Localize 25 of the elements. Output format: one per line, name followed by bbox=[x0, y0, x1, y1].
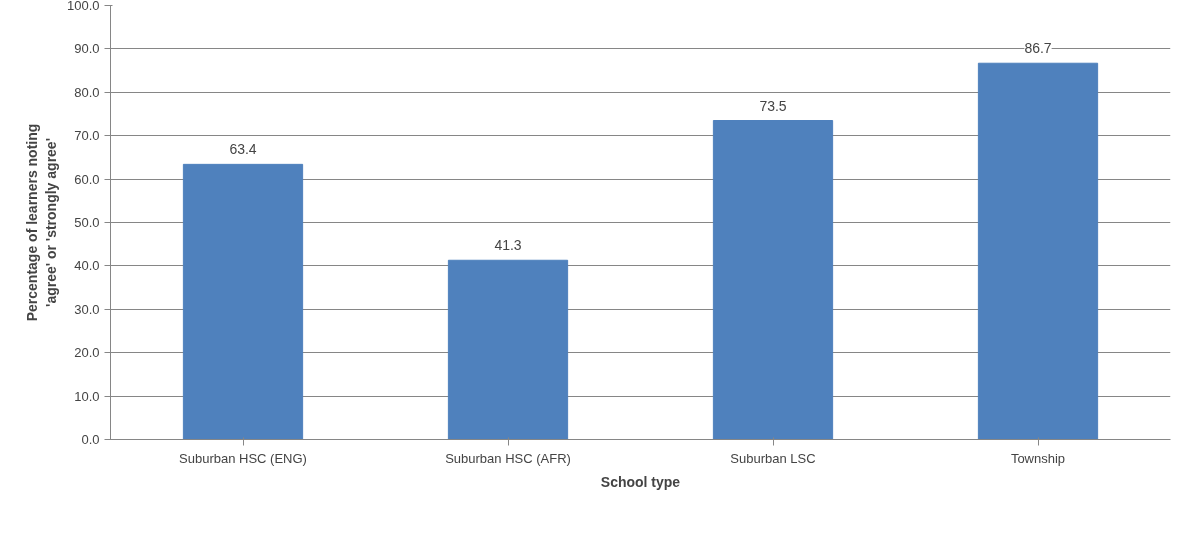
bar bbox=[182, 163, 304, 440]
y-tick-label: 60.0 bbox=[74, 171, 100, 187]
y-tick-label: 40.0 bbox=[74, 258, 100, 274]
data-label: 86.7 bbox=[1024, 40, 1052, 57]
x-tick-label: Suburban HSC (AFR) bbox=[445, 450, 571, 466]
y-tick-label: 50.0 bbox=[74, 215, 100, 230]
bar bbox=[977, 62, 1099, 440]
x-tick-label: Suburban HSC (ENG) bbox=[179, 450, 307, 466]
y-axis-title: Percentage of learners noting 'agree' or 'strongly agree' bbox=[23, 123, 59, 322]
bar bbox=[447, 259, 569, 440]
y-tick-label: 30.0 bbox=[74, 301, 100, 317]
x-tick-label: Township bbox=[1010, 450, 1066, 466]
y-tick-label: 100.0 bbox=[66, 0, 100, 13]
y-tick-label: 90.0 bbox=[74, 41, 100, 57]
bar bbox=[712, 120, 834, 440]
y-tick-label: 0.0 bbox=[81, 432, 100, 447]
y-tick-label: 20.0 bbox=[74, 345, 100, 361]
data-label: 41.3 bbox=[494, 237, 522, 254]
y-tick-label: 10.0 bbox=[74, 388, 100, 404]
x-axis-title: School type bbox=[600, 473, 681, 490]
y-tick-label: 80.0 bbox=[74, 84, 100, 100]
data-label: 73.5 bbox=[759, 97, 787, 114]
data-label: 63.4 bbox=[229, 141, 257, 158]
x-tick-label: Suburban LSC bbox=[730, 450, 816, 466]
y-tick-label: 70.0 bbox=[74, 128, 100, 144]
